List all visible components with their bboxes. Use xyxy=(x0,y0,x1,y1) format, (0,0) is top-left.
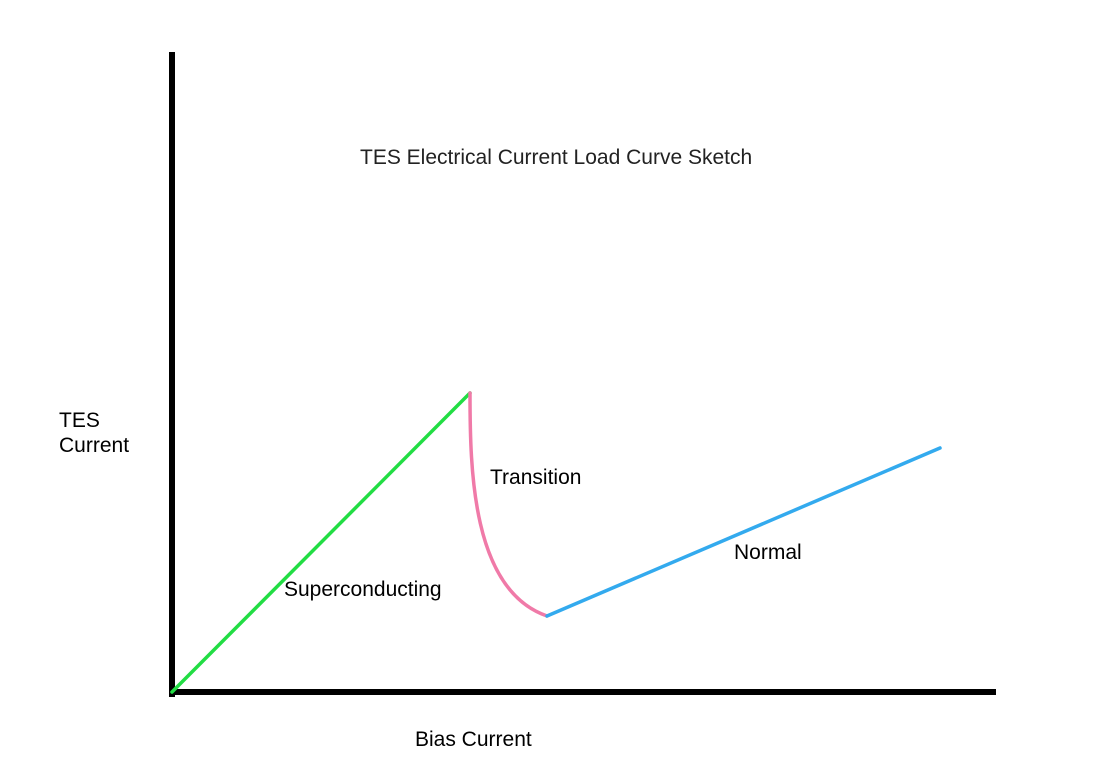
normal-label: Normal xyxy=(734,541,802,564)
normal-curve xyxy=(545,446,942,618)
transition-label: Transition xyxy=(490,466,581,489)
y-axis-label-line2: Current xyxy=(59,434,129,457)
transition-curve xyxy=(468,391,549,618)
y-axis-label-line1: TES xyxy=(59,409,100,432)
diagram-title: TES Electrical Current Load Curve Sketch xyxy=(360,146,752,169)
superconducting-curve xyxy=(170,391,472,694)
superconducting-label: Superconducting xyxy=(284,578,442,601)
x-axis-label: Bias Current xyxy=(415,728,532,751)
